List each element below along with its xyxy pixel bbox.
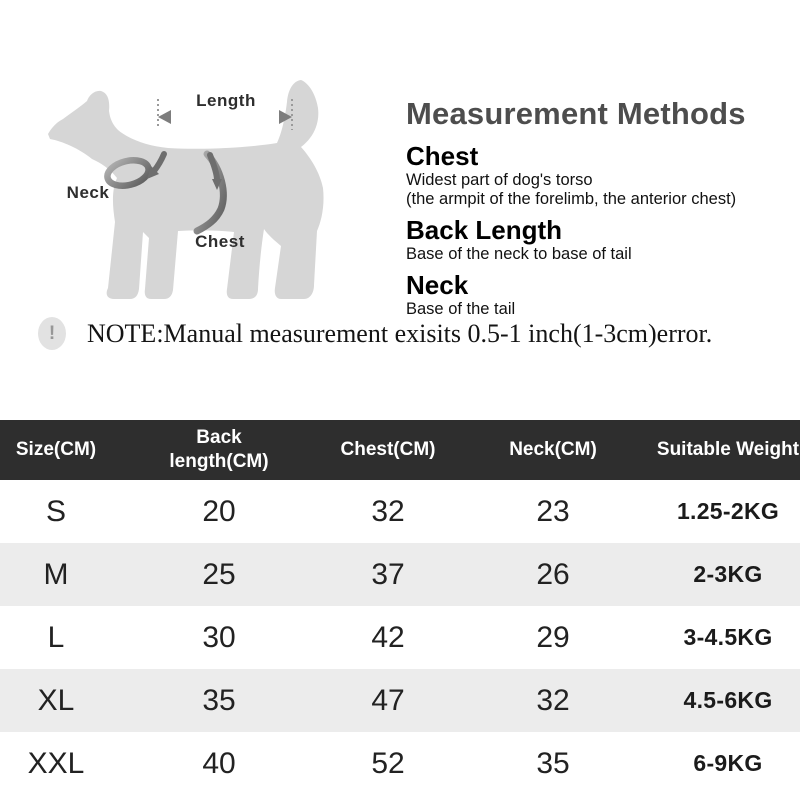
neck-arrowhead-icon: [147, 166, 159, 179]
method-desc-line: (the armpit of the forelimb, the anterio…: [406, 189, 737, 208]
table-cell-chest: 32: [371, 494, 405, 528]
table-row: M 25 37 26 2-3KG: [0, 543, 800, 606]
measurement-methods-panel: Measurement Methods Chest Widest part of…: [406, 96, 798, 319]
table-cell-chest: 47: [371, 683, 405, 717]
table-cell-neck: 23: [536, 494, 570, 528]
method-heading: Neck: [406, 270, 469, 301]
method-heading: Back Length: [406, 215, 563, 246]
table-header-chest: Chest(CM): [340, 439, 436, 461]
table-cell-chest: 52: [371, 746, 405, 780]
table-header-suitable-weight: Suitable Weight: [656, 439, 800, 461]
length-arrowhead-left-icon: [158, 110, 171, 124]
length-label: Length: [196, 91, 256, 110]
chest-arrow-icon: [207, 152, 220, 183]
note-text: NOTE:Manual measurement exisits 0.5-1 in…: [87, 318, 713, 348]
table-row: XXL 40 52 35 6-9KG: [0, 732, 800, 795]
table-cell-neck: 32: [536, 683, 570, 717]
table-cell-weight: 2-3KG: [693, 561, 763, 587]
method-desc-line: Widest part of dog's torso: [406, 170, 593, 189]
table-cell-chest: 42: [371, 620, 405, 654]
table-row: XL 35 47 32 4.5-6KG: [0, 669, 800, 732]
table-cell-weight: 3-4.5KG: [683, 624, 773, 650]
method-section-chest: Chest Widest part of dog's torso (the ar…: [406, 142, 798, 209]
table-header-neck: Neck(CM): [509, 439, 597, 461]
table-cell-weight: 1.25-2KG: [676, 498, 780, 524]
table-cell-weight: 4.5-6KG: [683, 687, 773, 713]
table-header-size: Size(CM): [15, 439, 97, 461]
table-cell-neck: 26: [536, 557, 570, 591]
size-table: Size(CM) Back length(CM) Chest(CM) Neck(…: [0, 420, 800, 795]
table-cell-back: 40: [202, 746, 236, 780]
methods-title: Measurement Methods: [406, 96, 746, 131]
dog-measurement-diagram: Length Neck Chest: [30, 70, 390, 315]
table-row: S 20 32 23 1.25-2KG: [0, 480, 800, 543]
table-cell-chest: 37: [371, 557, 405, 591]
neck-arrow-icon: [151, 151, 167, 174]
dog-diagram-svg: [48, 80, 324, 299]
neck-strap: [104, 157, 152, 189]
chest-label: Chest: [195, 232, 245, 251]
chest-arrowhead-icon: [212, 179, 222, 190]
method-section-back-length: Back Length Base of the neck to base of …: [406, 216, 798, 264]
exclamation-icon: !: [38, 317, 66, 350]
table-cell-back: 30: [202, 620, 236, 654]
table-cell-size: S: [45, 494, 66, 528]
method-section-neck: Neck Base of the tail: [406, 271, 798, 319]
table-cell-neck: 35: [536, 746, 570, 780]
dog-silhouette: [48, 80, 324, 299]
table-cell-back: 25: [202, 557, 236, 591]
table-cell-back: 20: [202, 494, 236, 528]
note-row: ! NOTE:Manual measurement exisits 0.5-1 …: [38, 317, 712, 350]
length-arrowhead-right-icon: [279, 110, 292, 124]
table-cell-size: XL: [37, 683, 75, 717]
table-cell-weight: 6-9KG: [693, 750, 763, 776]
method-desc-line: Base of the tail: [406, 299, 516, 318]
table-cell-size: M: [43, 557, 69, 591]
table-cell-neck: 29: [536, 620, 570, 654]
table-header-back-length: Back length(CM): [169, 427, 269, 472]
table-header-row: Size(CM) Back length(CM) Chest(CM) Neck(…: [0, 420, 800, 480]
table-cell-size: L: [47, 620, 65, 654]
table-cell-size: XXL: [27, 746, 85, 780]
neck-label: Neck: [66, 183, 110, 202]
method-desc-line: Base of the neck to base of tail: [406, 244, 632, 263]
method-heading: Chest: [406, 141, 479, 171]
table-row: L 30 42 29 3-4.5KG: [0, 606, 800, 669]
table-cell-back: 35: [202, 683, 236, 717]
